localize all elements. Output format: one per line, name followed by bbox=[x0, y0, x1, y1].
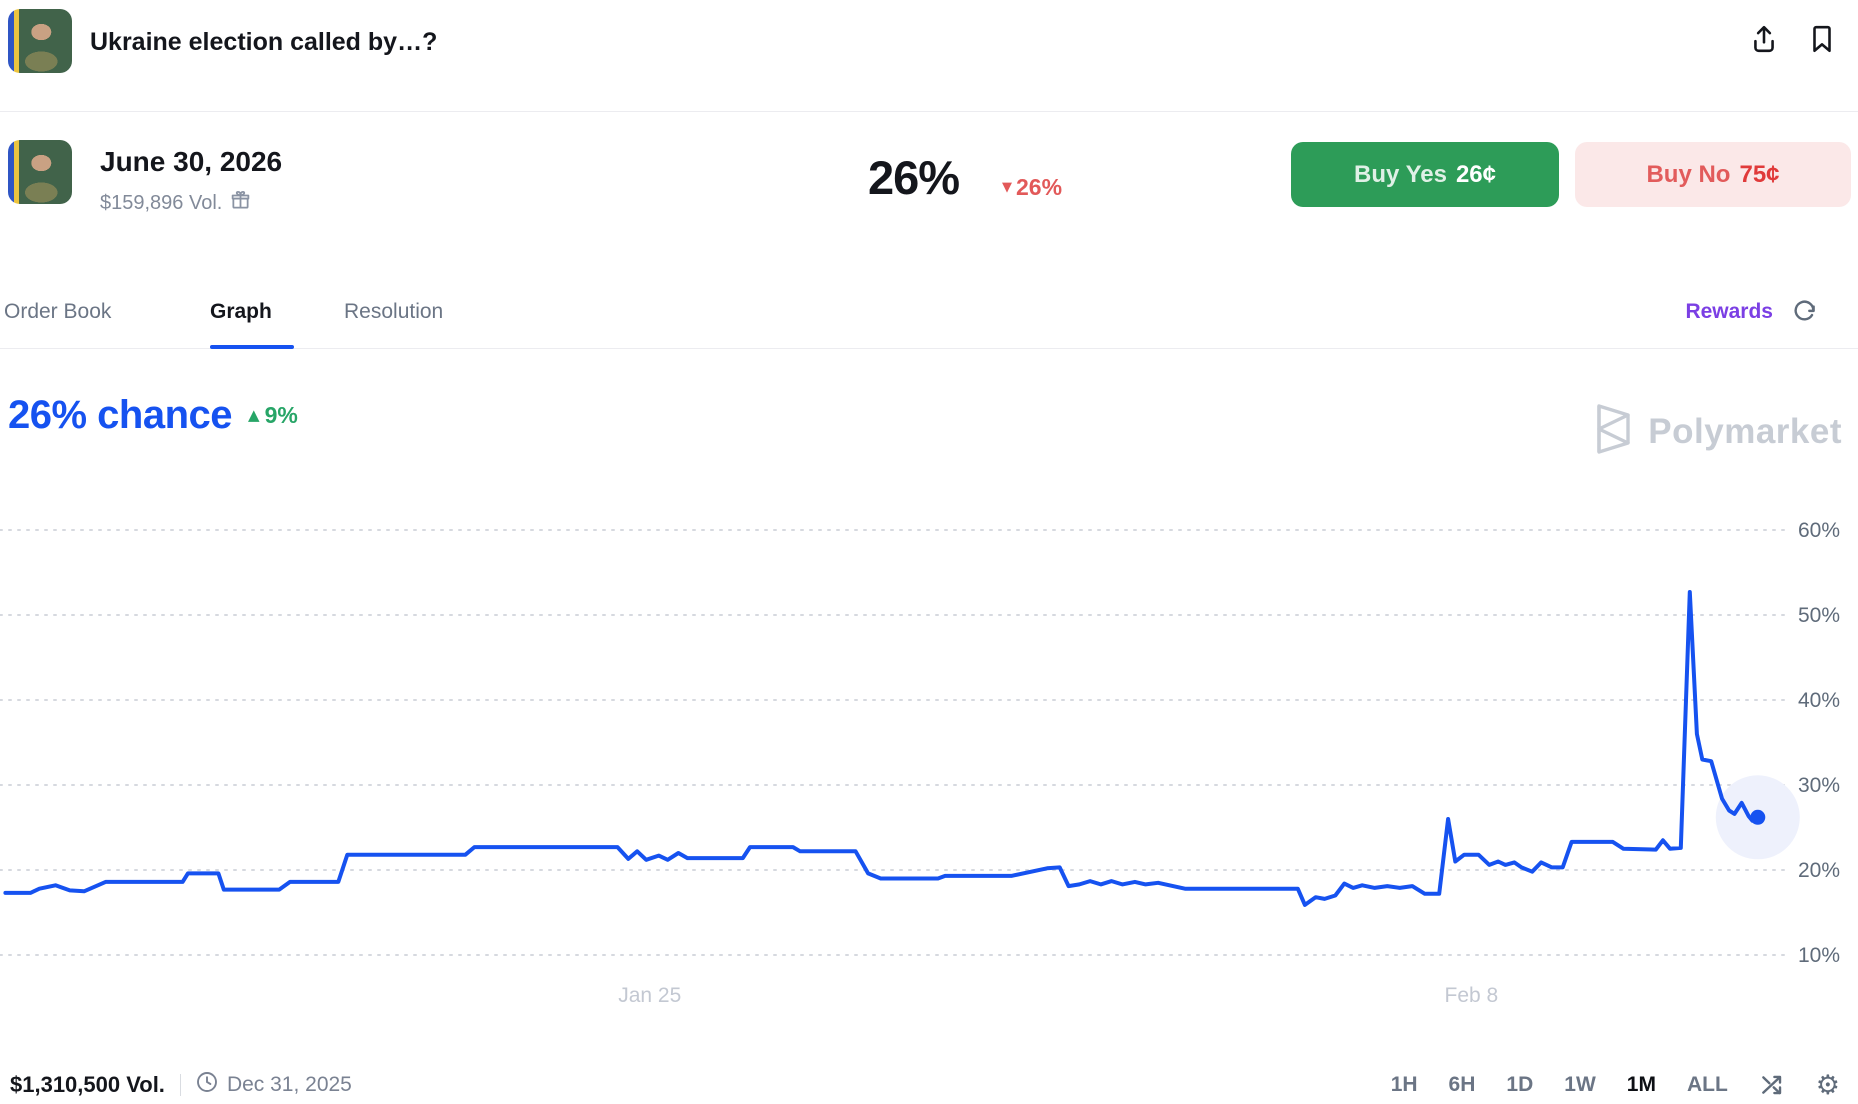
current-point-dot bbox=[1750, 809, 1766, 825]
price-chart-area: 10% 20% 30% 40% 50% 60% Jan 25 Feb 8 bbox=[0, 450, 1858, 1020]
tab-graph[interactable]: Graph bbox=[210, 300, 272, 323]
gift-icon bbox=[230, 190, 251, 217]
end-date: Dec 31, 2025 bbox=[226, 1073, 352, 1096]
page-title: Ukraine election called by…? bbox=[90, 28, 438, 56]
active-tab-underline bbox=[210, 345, 294, 349]
price-chart[interactable]: 10% 20% 30% 40% 50% 60% Jan 25 Feb 8 bbox=[0, 450, 1858, 1020]
y-axis-label-40: 40% bbox=[1798, 689, 1840, 712]
end-date-row: Dec 31, 2025 bbox=[196, 1071, 352, 1099]
range-all[interactable]: ALL bbox=[1686, 1073, 1728, 1096]
range-1w[interactable]: 1W bbox=[1564, 1073, 1596, 1096]
y-axis-label-20: 20% bbox=[1798, 859, 1840, 882]
y-axis-label-60: 60% bbox=[1798, 519, 1840, 542]
buy-no-price: 75¢ bbox=[1739, 160, 1780, 188]
chance-header: 26% chance ▲ 9% bbox=[8, 393, 298, 438]
cross-arrows-icon[interactable] bbox=[1759, 1072, 1785, 1098]
outcome-volume-row: $159,896 Vol. bbox=[100, 190, 251, 217]
tab-resolution[interactable]: Resolution bbox=[344, 300, 444, 323]
footer-stats: $1,310,500 Vol. Dec 31, 2025 bbox=[10, 1066, 352, 1104]
footer-divider bbox=[179, 1074, 181, 1096]
refresh-icon[interactable] bbox=[1791, 298, 1818, 325]
outcome-avatar bbox=[8, 140, 72, 204]
range-1d[interactable]: 1D bbox=[1506, 1073, 1534, 1096]
up-triangle-icon: ▲ bbox=[248, 406, 260, 424]
rewards-area: Rewards bbox=[1685, 298, 1818, 325]
chance-change: ▲ 9% bbox=[248, 402, 298, 429]
time-range-group: 1H 6H 1D 1W 1M ALL bbox=[1391, 1073, 1728, 1097]
chance-value: 26% chance bbox=[8, 393, 233, 437]
y-axis-label-10: 10% bbox=[1798, 944, 1840, 967]
buy-yes-label: Buy Yes bbox=[1354, 160, 1447, 188]
tab-bar: Order Book Graph Resolution Rewards bbox=[0, 292, 1858, 349]
y-axis-label-30: 30% bbox=[1798, 774, 1840, 797]
x-axis-label: Feb 8 bbox=[1445, 984, 1499, 1007]
current-price: 26% bbox=[868, 151, 960, 204]
x-axis-label: Jan 25 bbox=[618, 984, 681, 1007]
gear-icon[interactable]: ⚙ bbox=[1815, 1069, 1840, 1101]
total-volume: $1,310,500 Vol. bbox=[10, 1072, 165, 1097]
price-change: ▼ 26% bbox=[1002, 174, 1062, 201]
range-1h[interactable]: 1H bbox=[1390, 1073, 1418, 1096]
range-1m[interactable]: 1M bbox=[1626, 1073, 1656, 1096]
polymarket-logo-icon bbox=[1590, 402, 1634, 461]
rewards-link[interactable]: Rewards bbox=[1685, 299, 1773, 323]
market-avatar bbox=[8, 9, 72, 73]
title-bar-actions bbox=[1750, 24, 1834, 54]
watermark-text: Polymarket bbox=[1648, 411, 1842, 451]
buy-yes-price: 26¢ bbox=[1455, 160, 1496, 188]
polymarket-watermark: Polymarket bbox=[1590, 402, 1842, 461]
price-change-value: 26% bbox=[1016, 174, 1063, 200]
buy-no-label: Buy No bbox=[1646, 160, 1731, 188]
down-triangle-icon: ▼ bbox=[1002, 180, 1012, 195]
outcome-volume: $159,896 Vol. bbox=[100, 192, 223, 214]
chart-footer: $1,310,500 Vol. Dec 31, 2025 1H 6H 1D 1W 1M A… bbox=[0, 1066, 1858, 1104]
price-line bbox=[3, 590, 1760, 907]
share-icon bbox=[1750, 25, 1778, 57]
buy-yes-button[interactable]: Buy Yes 26¢ bbox=[1291, 142, 1559, 207]
title-bar: Ukraine election called by…? bbox=[0, 0, 1858, 112]
range-6h[interactable]: 6H bbox=[1448, 1073, 1476, 1096]
share-button[interactable] bbox=[1750, 24, 1778, 54]
y-axis-label-50: 50% bbox=[1798, 604, 1840, 627]
outcome-title: June 30, 2026 bbox=[100, 146, 283, 177]
clock-icon bbox=[196, 1071, 218, 1099]
chart-controls: 1H 6H 1D 1W 1M ALL ⚙ bbox=[1391, 1066, 1840, 1104]
bookmark-icon bbox=[1810, 25, 1834, 57]
buy-no-button[interactable]: Buy No 75¢ bbox=[1575, 142, 1851, 207]
tab-order-book[interactable]: Order Book bbox=[4, 300, 112, 323]
chance-change-value: 9% bbox=[264, 402, 298, 428]
bookmark-button[interactable] bbox=[1810, 24, 1834, 54]
